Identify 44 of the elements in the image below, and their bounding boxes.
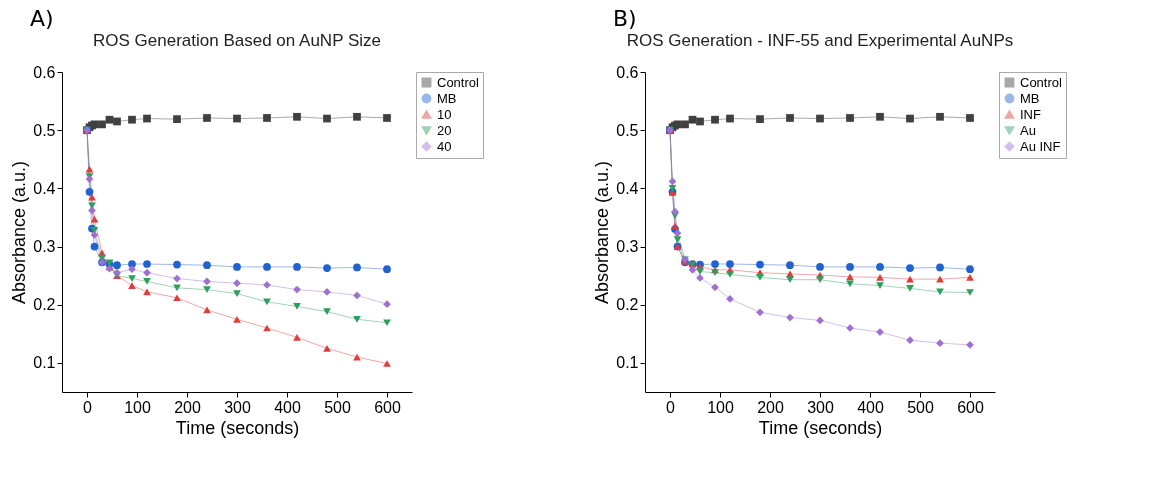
y-tick-label: 0.2 [616, 296, 639, 314]
x-tick-label: 600 [957, 398, 984, 416]
x-tick-label: 100 [707, 398, 734, 416]
x-tick-label: 0 [666, 398, 676, 416]
x-tick-label: 100 [124, 398, 151, 416]
legend-label: Au INF [1020, 138, 1061, 154]
legend-label: Control [437, 74, 480, 90]
x-tick-label: 400 [274, 398, 301, 416]
y-tick-label: 0.3 [616, 238, 639, 256]
x-tick-label: 0 [83, 398, 93, 416]
legend-label: MB [437, 90, 457, 106]
y-axis-title: Absorbance (a.u.) [9, 160, 30, 305]
legend-label: Control [1020, 74, 1063, 90]
x-tick-label: 200 [757, 398, 784, 416]
x-tick-label: 300 [807, 398, 834, 416]
x-tick-label: 400 [857, 398, 884, 416]
legend-label: INF [1020, 106, 1041, 122]
y-tick-label: 0.2 [33, 296, 56, 314]
y-tick-label: 0.6 [616, 63, 639, 81]
y-tick-label: 0.5 [33, 121, 56, 139]
text: B) [613, 6, 638, 32]
y-tick-label: 0.1 [33, 354, 56, 372]
x-axis-title: Time (seconds) [758, 417, 883, 438]
y-axis-title: Absorbance (a.u.) [592, 160, 613, 305]
chart-title: ROS Generation Based on AuNP Size [93, 31, 381, 50]
legend-label: 40 [437, 138, 452, 154]
y-tick-label: 0.4 [33, 179, 56, 197]
legend-label: 20 [437, 122, 452, 138]
y-tick-label: 0.5 [616, 121, 639, 139]
chart-title: ROS Generation - INF-55 and Experimental AuNPs [626, 31, 1014, 50]
y-tick-label: 0.4 [616, 179, 639, 197]
x-tick-label: 600 [374, 398, 401, 416]
legend-label: Au [1020, 122, 1036, 138]
legend-label: 10 [437, 106, 452, 122]
x-tick-label: 200 [174, 398, 201, 416]
y-tick-label: 0.3 [33, 238, 56, 256]
y-tick-label: 0.1 [616, 354, 639, 372]
legend-label: MB [1020, 90, 1040, 106]
text: A) [30, 6, 55, 32]
x-tick-label: 500 [907, 398, 934, 416]
x-tick-label: 500 [324, 398, 351, 416]
y-tick-label: 0.6 [33, 63, 56, 81]
x-tick-label: 300 [224, 398, 251, 416]
x-axis-title: Time (seconds) [175, 417, 300, 438]
